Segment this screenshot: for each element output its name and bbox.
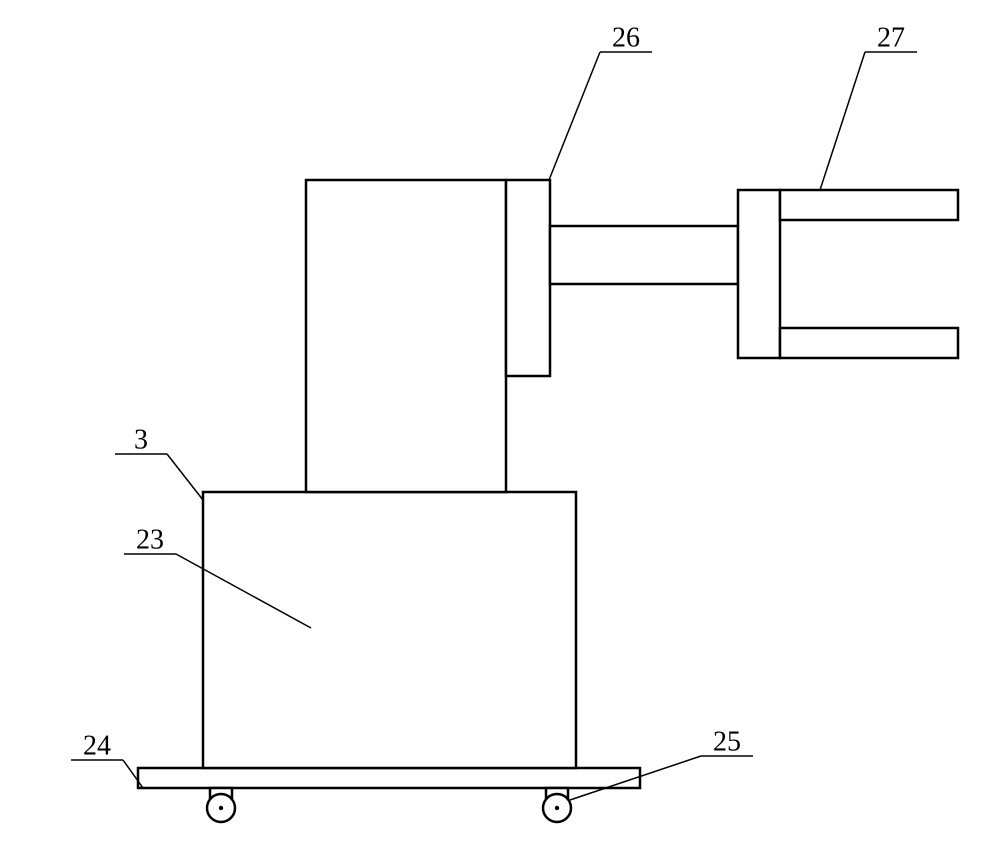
fork-bottom [780, 328, 958, 358]
caster-left [207, 788, 235, 822]
label-text-26: 26 [612, 23, 640, 54]
upper-column [306, 180, 506, 492]
fork-top [780, 190, 958, 220]
caster-right [543, 788, 571, 822]
label-text-24: 24 [83, 731, 111, 762]
fork-hub [738, 190, 780, 358]
joint-26 [506, 180, 550, 376]
label-text-23: 23 [136, 525, 164, 556]
arm-bar [550, 226, 738, 284]
base-body [203, 492, 576, 768]
label-24: 24 [71, 731, 143, 789]
label-26: 26 [549, 23, 652, 181]
diagram-canvas: 3 23 24 25 26 27 [0, 0, 1000, 863]
label-3: 3 [115, 425, 203, 501]
base-plate [138, 768, 640, 788]
label-text-3: 3 [134, 425, 148, 456]
label-text-27: 27 [877, 23, 905, 54]
label-27: 27 [820, 23, 917, 191]
label-text-25: 25 [713, 727, 741, 758]
